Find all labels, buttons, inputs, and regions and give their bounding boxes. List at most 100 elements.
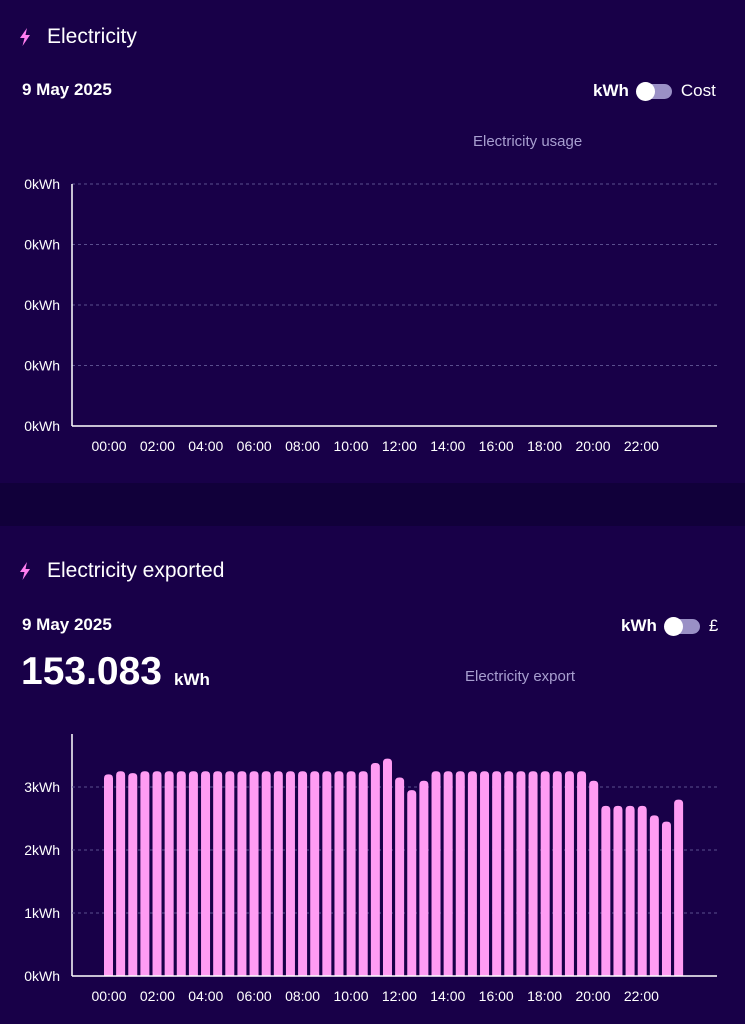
export-bar	[201, 771, 211, 976]
x-tick-label: 22:00	[624, 438, 659, 454]
export-bar	[225, 771, 235, 976]
export-bar	[334, 771, 344, 976]
export-bar	[346, 771, 356, 976]
toggle-label-cost: Cost	[680, 81, 716, 100]
export-bar	[540, 771, 550, 976]
export-chart-title: Electricity export	[465, 668, 576, 685]
x-tick-label: 18:00	[527, 438, 562, 454]
x-tick-label: 14:00	[430, 988, 465, 1004]
y-tick-label: 0kWh	[24, 237, 60, 253]
export-bar	[116, 771, 126, 976]
x-tick-label: 20:00	[575, 988, 610, 1004]
usage-card-title: Electricity	[47, 25, 137, 48]
export-bar	[249, 771, 259, 976]
export-bar	[285, 771, 295, 976]
x-tick-label: 12:00	[382, 988, 417, 1004]
lightning-bolt-icon	[20, 28, 30, 46]
export-bar	[104, 774, 113, 976]
export-bar	[601, 805, 611, 976]
export-bar	[492, 771, 502, 976]
x-tick-label: 06:00	[237, 988, 272, 1004]
electricity-usage-card: Electricity 9 May 2025 kWh Cost Electric…	[0, 0, 745, 483]
export-bar	[504, 771, 514, 976]
x-tick-label: 04:00	[188, 438, 223, 454]
export-bar	[625, 805, 635, 976]
export-bar	[649, 815, 659, 976]
usage-chart: 0kWh 0kWh 0kWh 0kWh 0kWh 00:00 02:00 04:00 06:00…	[24, 176, 717, 454]
export-total-value: 153.083	[21, 650, 162, 693]
x-tick-label: 08:00	[285, 988, 320, 1004]
export-bar	[637, 805, 647, 976]
y-tick-label: 2kWh	[24, 842, 60, 858]
y-tick-label: 1kWh	[24, 905, 60, 921]
export-bar	[419, 780, 429, 976]
export-bar	[661, 821, 671, 976]
export-bar	[310, 771, 320, 976]
x-tick-label: 06:00	[237, 438, 272, 454]
export-bar	[564, 771, 574, 976]
toggle-label-kwh: kWh	[621, 616, 657, 635]
export-bar	[237, 771, 247, 976]
export-bar	[528, 771, 538, 976]
export-bar	[273, 771, 283, 976]
export-chart: 0kWh 1kWh 2kWh 3kWh 00:00 02:00 04:00 06:00 08:0…	[24, 734, 717, 1004]
export-bar	[298, 771, 308, 976]
x-tick-label: 10:00	[333, 438, 368, 454]
export-bar	[443, 771, 453, 976]
toggle-label-pound: £	[708, 616, 719, 635]
x-tick-label: 16:00	[479, 438, 514, 454]
export-bar	[395, 777, 405, 976]
export-bar	[358, 771, 368, 976]
x-tick-label: 02:00	[140, 438, 175, 454]
unit-toggle-switch[interactable]	[663, 616, 700, 636]
export-bar	[322, 771, 332, 976]
export-card-title: Electricity exported	[47, 559, 225, 582]
toggle-knob	[635, 81, 655, 101]
export-unit-toggle: kWh £	[621, 616, 718, 636]
export-bar	[577, 771, 587, 976]
y-tick-label: 0kWh	[24, 968, 60, 984]
export-bar	[176, 771, 186, 976]
x-tick-label: 08:00	[285, 438, 320, 454]
export-bar	[674, 799, 684, 976]
export-bar	[140, 771, 150, 976]
export-total-unit: kWh	[174, 670, 210, 689]
export-bar	[382, 758, 392, 976]
electricity-export-card: Electricity exported 9 May 2025 kWh £ 15…	[0, 526, 745, 1024]
toggle-label-kwh: kWh	[593, 81, 629, 100]
y-tick-label: 0kWh	[24, 297, 60, 313]
x-tick-label: 14:00	[430, 438, 465, 454]
export-bar	[213, 771, 223, 976]
usage-chart-title: Electricity usage	[473, 133, 583, 150]
y-tick-label: 0kWh	[24, 418, 60, 434]
y-tick-label: 0kWh	[24, 176, 60, 192]
usage-date: 9 May 2025	[22, 80, 112, 99]
x-tick-label: 10:00	[333, 988, 368, 1004]
x-tick-label: 04:00	[188, 988, 223, 1004]
y-tick-label: 3kWh	[24, 779, 60, 795]
export-bar	[552, 771, 562, 976]
export-bar	[467, 771, 477, 976]
export-bar	[261, 771, 271, 976]
export-bar	[589, 780, 599, 976]
export-bar	[370, 763, 380, 976]
usage-unit-toggle: kWh Cost	[593, 81, 716, 101]
x-tick-label: 20:00	[575, 438, 610, 454]
card-divider	[0, 483, 745, 526]
export-bar	[455, 771, 465, 976]
x-tick-label: 02:00	[140, 988, 175, 1004]
export-card-header: Electricity exported	[18, 559, 224, 583]
y-tick-label: 0kWh	[24, 358, 60, 374]
export-date: 9 May 2025	[22, 615, 112, 634]
export-bar	[164, 771, 174, 976]
export-bar	[407, 790, 417, 976]
x-tick-label: 12:00	[382, 438, 417, 454]
export-bar	[516, 771, 526, 976]
export-bar	[128, 773, 138, 976]
usage-card-header: Electricity	[18, 25, 137, 49]
unit-toggle-switch[interactable]	[635, 81, 672, 101]
x-tick-label: 16:00	[479, 988, 514, 1004]
toggle-knob	[663, 616, 683, 636]
export-bar	[152, 771, 162, 976]
export-bar	[613, 805, 623, 976]
